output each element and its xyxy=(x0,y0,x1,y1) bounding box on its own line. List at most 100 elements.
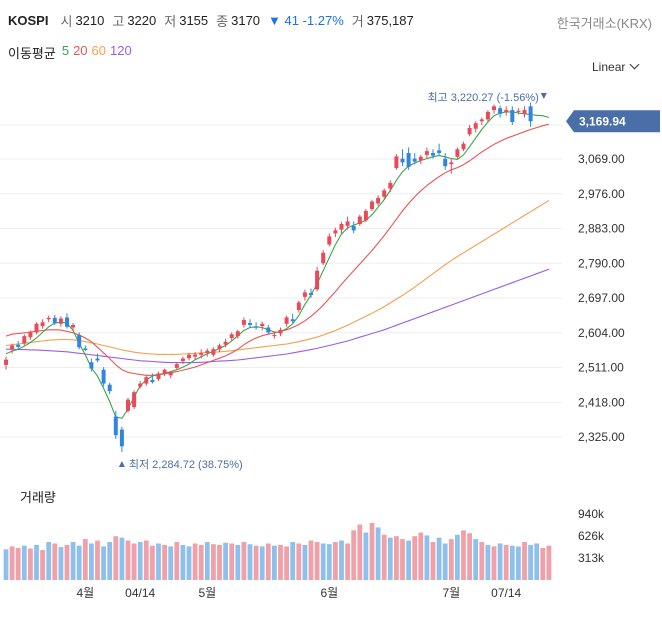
candle-body[interactable] xyxy=(351,225,356,231)
candle-body[interactable] xyxy=(150,379,155,383)
candle-body[interactable] xyxy=(113,416,118,436)
candle-body[interactable] xyxy=(22,336,27,344)
candle-body[interactable] xyxy=(449,162,454,165)
candle-body[interactable] xyxy=(16,344,21,347)
candle-body[interactable] xyxy=(77,334,82,348)
candle-body[interactable] xyxy=(107,384,112,392)
candle-body[interactable] xyxy=(406,153,411,167)
candle-body[interactable] xyxy=(516,110,521,112)
candle-body[interactable] xyxy=(467,127,472,135)
candle-body[interactable] xyxy=(522,110,527,114)
candle-body[interactable] xyxy=(162,369,167,374)
candle-body[interactable] xyxy=(455,149,460,157)
candle-body[interactable] xyxy=(241,320,246,325)
candle-body[interactable] xyxy=(400,158,405,163)
candle-body[interactable] xyxy=(437,150,442,154)
ma-legend[interactable]: 이동평균 5 20 60 120 xyxy=(8,43,132,62)
candle-body[interactable] xyxy=(296,302,301,310)
candle-body[interactable] xyxy=(504,110,509,112)
candle-body[interactable] xyxy=(363,210,368,221)
scale-mode-dropdown[interactable]: Linear xyxy=(592,59,640,74)
candle-body[interactable] xyxy=(46,317,51,320)
candle-body[interactable] xyxy=(223,341,228,345)
low-value: 3155 xyxy=(179,12,209,28)
candle-body[interactable] xyxy=(235,331,240,337)
candle-body[interactable] xyxy=(321,252,326,264)
candle-body[interactable] xyxy=(4,359,8,365)
candle-body[interactable] xyxy=(83,348,88,350)
candle-body[interactable] xyxy=(89,362,94,369)
candle-body[interactable] xyxy=(382,190,387,197)
candle-body[interactable] xyxy=(333,230,338,234)
candle-body[interactable] xyxy=(418,156,423,161)
candle-body[interactable] xyxy=(412,158,417,162)
volume-bar xyxy=(479,542,485,580)
candle-body[interactable] xyxy=(394,156,399,168)
candle-body[interactable] xyxy=(492,106,496,111)
candle-body[interactable] xyxy=(284,317,289,324)
candle-body[interactable] xyxy=(388,182,393,189)
candle-body[interactable] xyxy=(461,143,466,150)
candle-body[interactable] xyxy=(510,110,515,123)
volume-bar xyxy=(253,545,259,580)
candle-body[interactable] xyxy=(217,345,222,350)
candle-body[interactable] xyxy=(266,327,271,333)
candle-body[interactable] xyxy=(156,373,161,380)
candle-body[interactable] xyxy=(473,123,478,129)
candle-body[interactable] xyxy=(376,197,381,204)
candle-body[interactable] xyxy=(34,323,39,333)
candle-body[interactable] xyxy=(205,350,210,353)
candle-body[interactable] xyxy=(174,364,179,368)
candle-body[interactable] xyxy=(126,399,130,411)
candle-body[interactable] xyxy=(180,358,185,362)
candle-body[interactable] xyxy=(71,324,76,328)
candle-body[interactable] xyxy=(345,221,350,226)
candle-body[interactable] xyxy=(138,383,143,387)
candle-body[interactable] xyxy=(95,358,100,361)
candle-body[interactable] xyxy=(40,322,45,327)
candle-body[interactable] xyxy=(211,349,216,355)
candle-body[interactable] xyxy=(28,332,33,338)
candle-body[interactable] xyxy=(479,119,484,122)
candle-body[interactable] xyxy=(370,201,374,210)
candle-body[interactable] xyxy=(431,153,435,156)
volume-bar xyxy=(156,543,161,580)
candle-body[interactable] xyxy=(10,345,15,350)
candle-body[interactable] xyxy=(327,236,332,245)
candle-body[interactable] xyxy=(498,108,503,114)
change-value: ▼ 41 -1.27% xyxy=(268,12,344,28)
candle-body[interactable] xyxy=(290,319,295,322)
candle-body[interactable] xyxy=(144,377,149,384)
candle-body[interactable] xyxy=(443,158,448,167)
candle-body[interactable] xyxy=(260,323,265,327)
volume-bar xyxy=(546,545,552,580)
candle-body[interactable] xyxy=(278,329,283,334)
candle-body[interactable] xyxy=(132,392,137,408)
volume-bar xyxy=(540,547,546,580)
candle-body[interactable] xyxy=(58,318,63,324)
candle-body[interactable] xyxy=(101,369,106,384)
candle-body[interactable] xyxy=(52,317,57,324)
candle-body[interactable] xyxy=(65,317,69,327)
candle-body[interactable] xyxy=(119,429,124,447)
candle-body[interactable] xyxy=(528,106,533,122)
candle-body[interactable] xyxy=(315,270,320,290)
candle-body[interactable] xyxy=(357,216,362,225)
candle-body[interactable] xyxy=(229,334,234,338)
candle-body[interactable] xyxy=(199,352,204,355)
candle-body[interactable] xyxy=(424,151,429,155)
volume-bar xyxy=(278,544,283,580)
candle-body[interactable] xyxy=(193,354,198,357)
candle-body[interactable] xyxy=(272,334,277,337)
candle-body[interactable] xyxy=(248,323,252,325)
candle-body[interactable] xyxy=(168,372,173,376)
candle-body[interactable] xyxy=(254,326,259,328)
candle-body[interactable] xyxy=(187,354,191,359)
candle-body[interactable] xyxy=(339,224,344,230)
y-tick-label: 2,325.00 xyxy=(578,430,625,444)
candle-body[interactable] xyxy=(309,293,313,296)
volume-bar xyxy=(82,539,88,580)
candle-body[interactable] xyxy=(302,292,307,297)
candle-body[interactable] xyxy=(485,111,490,120)
